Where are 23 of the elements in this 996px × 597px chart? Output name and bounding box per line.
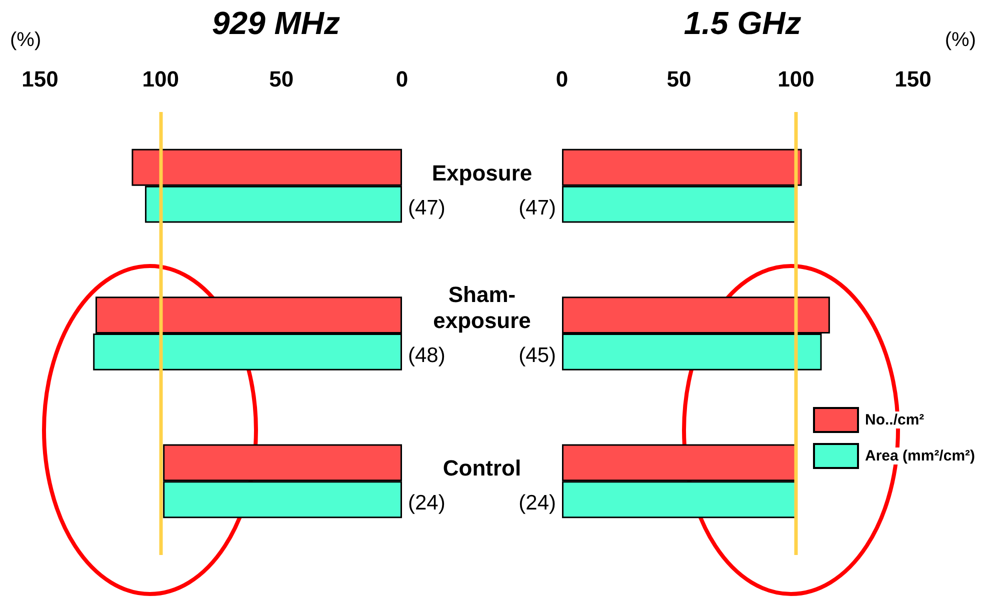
text: (45) [518,344,556,367]
chart-title: 1.5 GHz [684,5,802,41]
x-tick-label: 150 [22,66,58,92]
text: (24) [518,492,556,515]
text: (47) [518,196,556,220]
y-tick-label: Exposure [432,160,532,186]
text: (48) [408,344,446,367]
text: (24) [408,492,446,515]
x-axis-title: (%) [944,29,976,51]
x-tick-label: 50 [666,66,692,92]
x-axis-title: (%) [10,29,42,51]
x-tick-label: 0 [396,66,408,92]
y-tick-label: Sham-exposure [433,282,531,333]
x-tick-label: 0 [556,66,568,92]
text: (47) [408,196,446,220]
legend-label: Area (mm²/cm²) [865,448,976,464]
x-tick-label: 100 [778,66,814,92]
x-tick-label: 100 [142,66,180,92]
y-tick-label: Control [442,456,522,481]
x-tick-label: 150 [894,66,932,92]
chart-title: 929 MHz [212,5,340,41]
legend-label: No../cm² [865,412,924,428]
x-tick-label: 50 [269,66,294,92]
